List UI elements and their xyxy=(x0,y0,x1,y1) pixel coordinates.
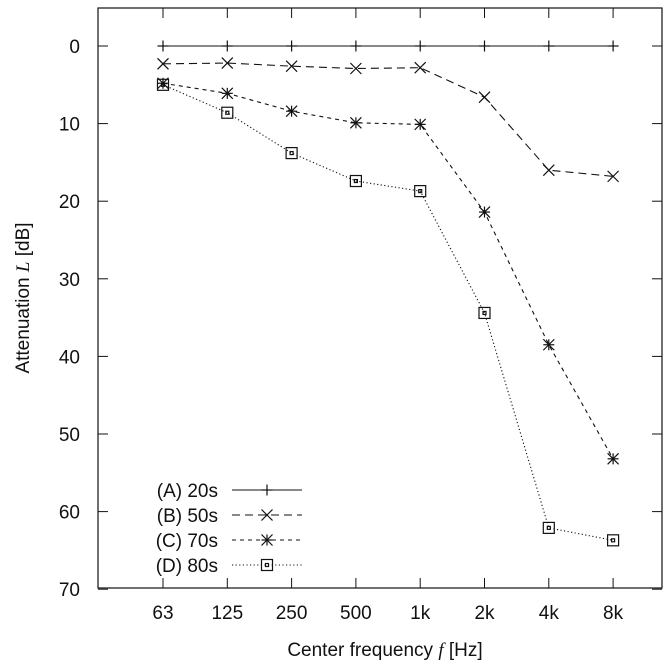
x-axis: 63 125 250 500 1k 2k 4k 8k xyxy=(152,8,624,624)
x-axis-title-unit: [Hz] xyxy=(449,640,483,661)
data-point-marker xyxy=(349,174,362,188)
x-tick-label: 125 xyxy=(211,603,243,624)
y-axis-title: Attenuation L [dB] xyxy=(13,222,34,373)
data-point-marker xyxy=(542,338,555,351)
y-tick-label: 0 xyxy=(69,37,80,58)
data-point-marker xyxy=(414,61,427,74)
x-tick-label: 4k xyxy=(539,603,560,624)
x-axis-title-prefix: Center frequency xyxy=(287,640,433,661)
data-point-marker xyxy=(349,62,362,75)
data-point-marker xyxy=(157,40,169,52)
y-axis-title-unit: [dB] xyxy=(13,222,34,256)
x-tick-label: 63 xyxy=(152,603,173,624)
data-point-marker xyxy=(607,40,619,52)
data-point-marker xyxy=(285,146,298,160)
x-tick-label: 2k xyxy=(474,603,495,624)
y-axis: 0 10 20 30 40 50 60 70 xyxy=(59,37,662,601)
data-point-marker xyxy=(414,185,427,198)
series-c xyxy=(157,77,620,465)
data-point-marker xyxy=(350,40,362,52)
y-tick-label: 20 xyxy=(59,192,80,213)
data-point-marker xyxy=(414,118,427,131)
x-tick-label: 250 xyxy=(276,603,308,624)
x-axis-title-var: f xyxy=(438,640,446,661)
series-line xyxy=(162,84,614,541)
data-point-marker xyxy=(157,57,169,70)
series-layer xyxy=(156,40,620,547)
legend-label: (A) 20s xyxy=(157,481,218,502)
y-tick-label: 40 xyxy=(59,347,80,368)
y-axis-title-prefix: Attenuation xyxy=(13,277,34,373)
legend-marker xyxy=(261,484,273,496)
data-point-marker xyxy=(221,40,233,52)
legend: (A) 20s (B) 50s (C) 70s (D) 80s xyxy=(156,481,302,577)
x-axis-title: Center frequency f [Hz] xyxy=(287,640,482,661)
series-line xyxy=(162,62,614,177)
data-point-marker xyxy=(607,170,620,183)
data-point-marker xyxy=(221,57,234,69)
series-a xyxy=(157,40,619,52)
data-point-marker xyxy=(607,452,620,465)
data-point-marker xyxy=(606,534,620,547)
data-point-marker xyxy=(221,87,234,100)
y-tick-label: 70 xyxy=(59,580,80,601)
plot-frame xyxy=(97,7,663,589)
data-point-marker xyxy=(286,40,298,52)
data-point-marker xyxy=(349,116,362,129)
data-point-marker xyxy=(478,206,491,218)
legend-label: (B) 50s xyxy=(157,506,218,527)
legend-marker xyxy=(261,509,273,521)
y-axis-title-var: L xyxy=(13,262,34,274)
y-tick-label: 50 xyxy=(59,425,80,446)
data-point-marker xyxy=(479,40,490,52)
data-point-marker xyxy=(414,40,426,52)
legend-label: (D) 80s xyxy=(156,556,218,577)
x-tick-label: 8k xyxy=(603,603,624,624)
data-point-marker xyxy=(285,60,298,73)
legend-marker xyxy=(261,534,273,546)
x-tick-label: 1k xyxy=(410,603,431,624)
x-tick-label: 500 xyxy=(340,603,372,624)
data-point-marker xyxy=(156,78,170,91)
series-b xyxy=(157,57,620,183)
data-point-marker xyxy=(542,164,555,177)
series-line xyxy=(162,82,614,460)
data-point-marker xyxy=(221,106,234,119)
data-point-marker xyxy=(542,521,555,534)
y-tick-label: 10 xyxy=(59,115,80,136)
y-tick-label: 30 xyxy=(59,270,80,291)
data-point-marker xyxy=(285,105,298,118)
data-point-marker xyxy=(478,306,491,320)
series-d xyxy=(156,78,620,547)
legend-marker xyxy=(260,558,274,572)
data-point-marker xyxy=(478,91,491,104)
y-tick-label: 60 xyxy=(59,503,80,524)
legend-label: (C) 70s xyxy=(156,531,218,552)
data-point-marker xyxy=(543,40,555,52)
